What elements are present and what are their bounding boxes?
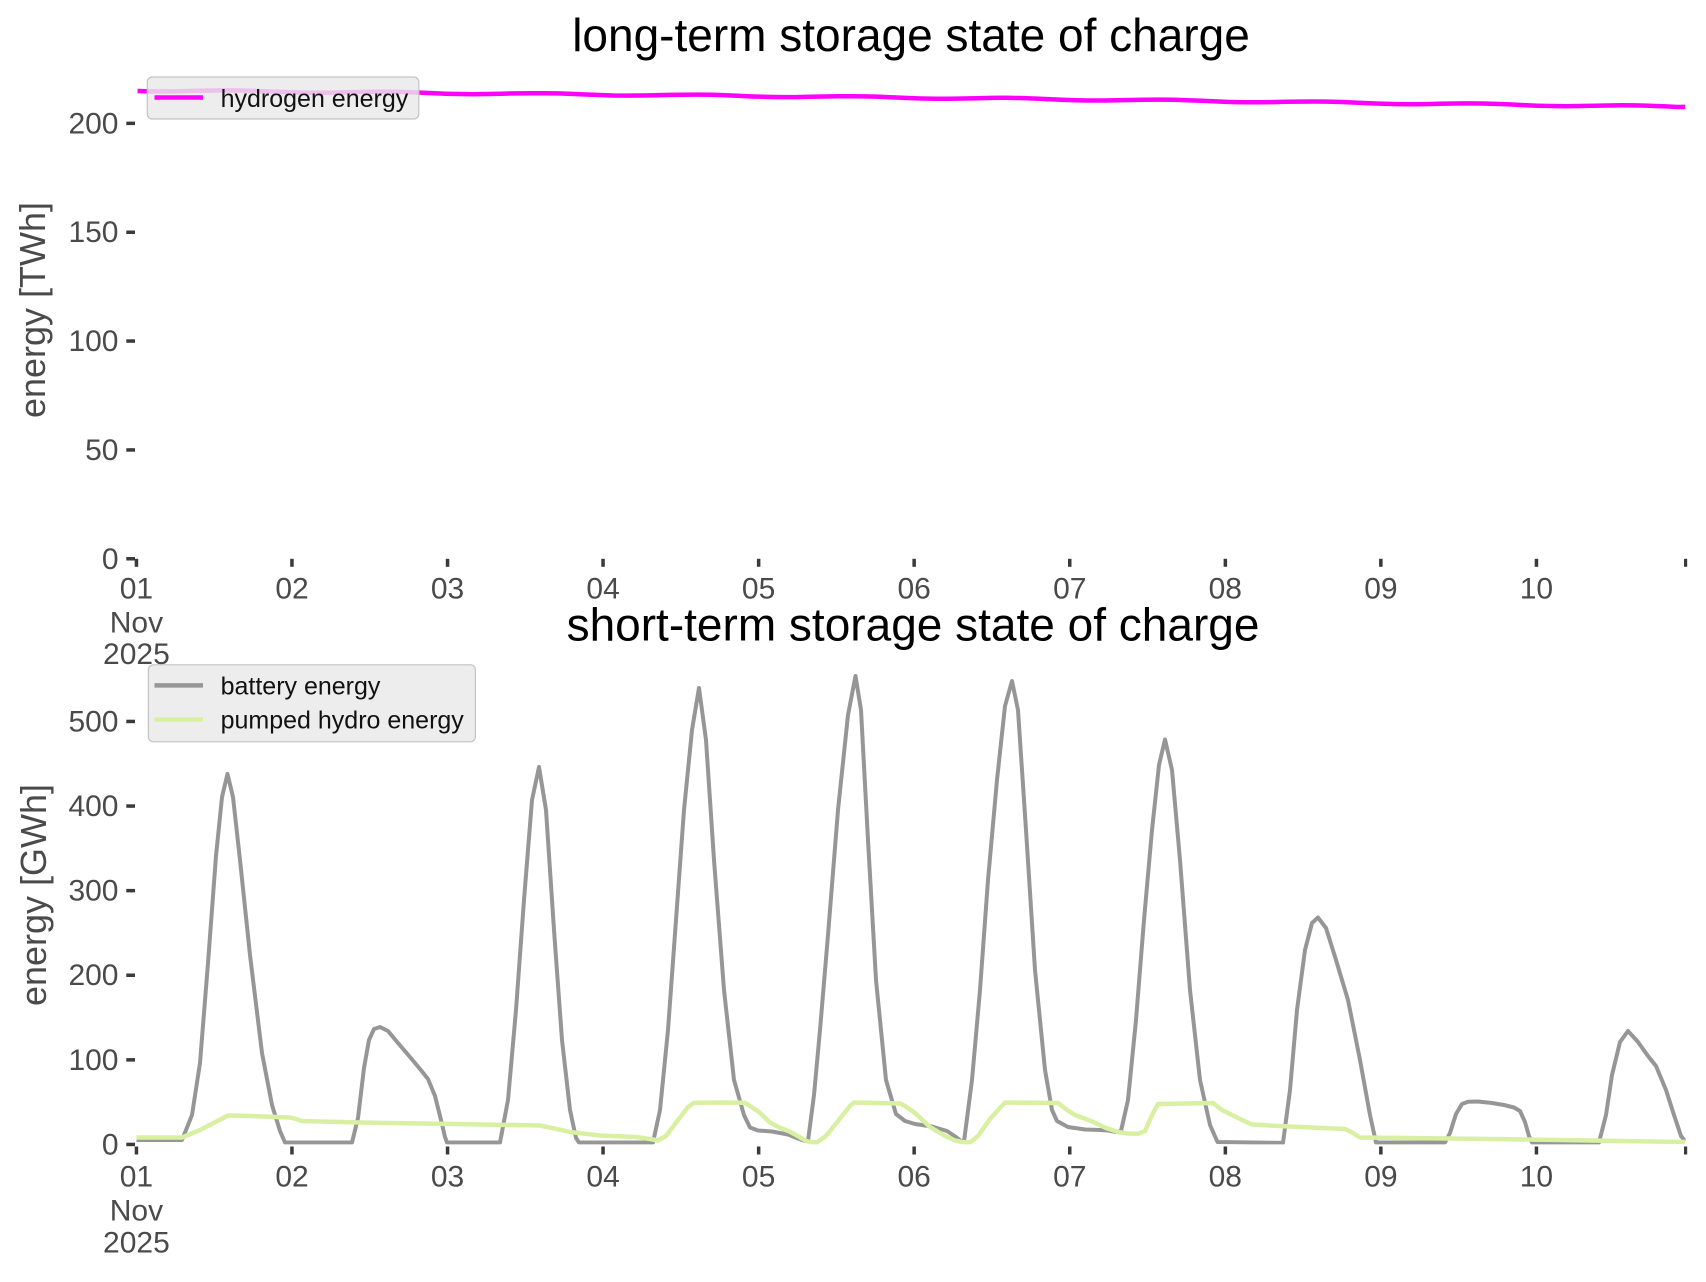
svg-text:2025: 2025 <box>103 1227 170 1260</box>
svg-text:07: 07 <box>1053 573 1086 606</box>
svg-text:09: 09 <box>1364 573 1397 606</box>
svg-text:0: 0 <box>102 1128 119 1161</box>
svg-text:400: 400 <box>68 790 118 823</box>
svg-text:01: 01 <box>120 573 153 606</box>
svg-text:200: 200 <box>68 107 118 140</box>
svg-text:100: 100 <box>68 325 118 358</box>
svg-text:03: 03 <box>431 1161 464 1194</box>
svg-text:10: 10 <box>1520 1161 1553 1194</box>
svg-text:150: 150 <box>68 216 118 249</box>
svg-text:500: 500 <box>68 705 118 738</box>
svg-text:08: 08 <box>1209 1161 1242 1194</box>
svg-text:battery energy: battery energy <box>221 673 381 701</box>
svg-text:energy [GWh]: energy [GWh] <box>13 784 54 1006</box>
svg-text:07: 07 <box>1053 1161 1086 1194</box>
svg-text:long-term storage state of cha: long-term storage state of charge <box>572 9 1250 61</box>
svg-text:50: 50 <box>85 434 118 467</box>
svg-text:06: 06 <box>898 573 931 606</box>
svg-text:06: 06 <box>898 1161 931 1194</box>
svg-text:energy [TWh]: energy [TWh] <box>12 202 53 418</box>
svg-text:200: 200 <box>68 959 118 992</box>
svg-text:hydrogen energy: hydrogen energy <box>221 85 409 113</box>
svg-text:short-term storage state of ch: short-term storage state of charge <box>567 599 1260 651</box>
svg-text:04: 04 <box>586 1161 619 1194</box>
svg-text:01: 01 <box>120 1161 153 1194</box>
svg-text:300: 300 <box>68 875 118 908</box>
svg-text:02: 02 <box>275 573 308 606</box>
svg-text:05: 05 <box>742 1161 775 1194</box>
svg-text:05: 05 <box>742 573 775 606</box>
svg-text:03: 03 <box>431 573 464 606</box>
svg-text:Nov: Nov <box>110 607 163 640</box>
svg-text:Nov: Nov <box>110 1195 163 1228</box>
svg-text:100: 100 <box>68 1044 118 1077</box>
svg-text:04: 04 <box>586 573 619 606</box>
svg-text:pumped hydro energy: pumped hydro energy <box>221 707 465 735</box>
svg-text:08: 08 <box>1209 573 1242 606</box>
svg-text:0: 0 <box>102 543 119 576</box>
svg-text:09: 09 <box>1364 1161 1397 1194</box>
svg-text:10: 10 <box>1520 573 1553 606</box>
svg-text:02: 02 <box>275 1161 308 1194</box>
